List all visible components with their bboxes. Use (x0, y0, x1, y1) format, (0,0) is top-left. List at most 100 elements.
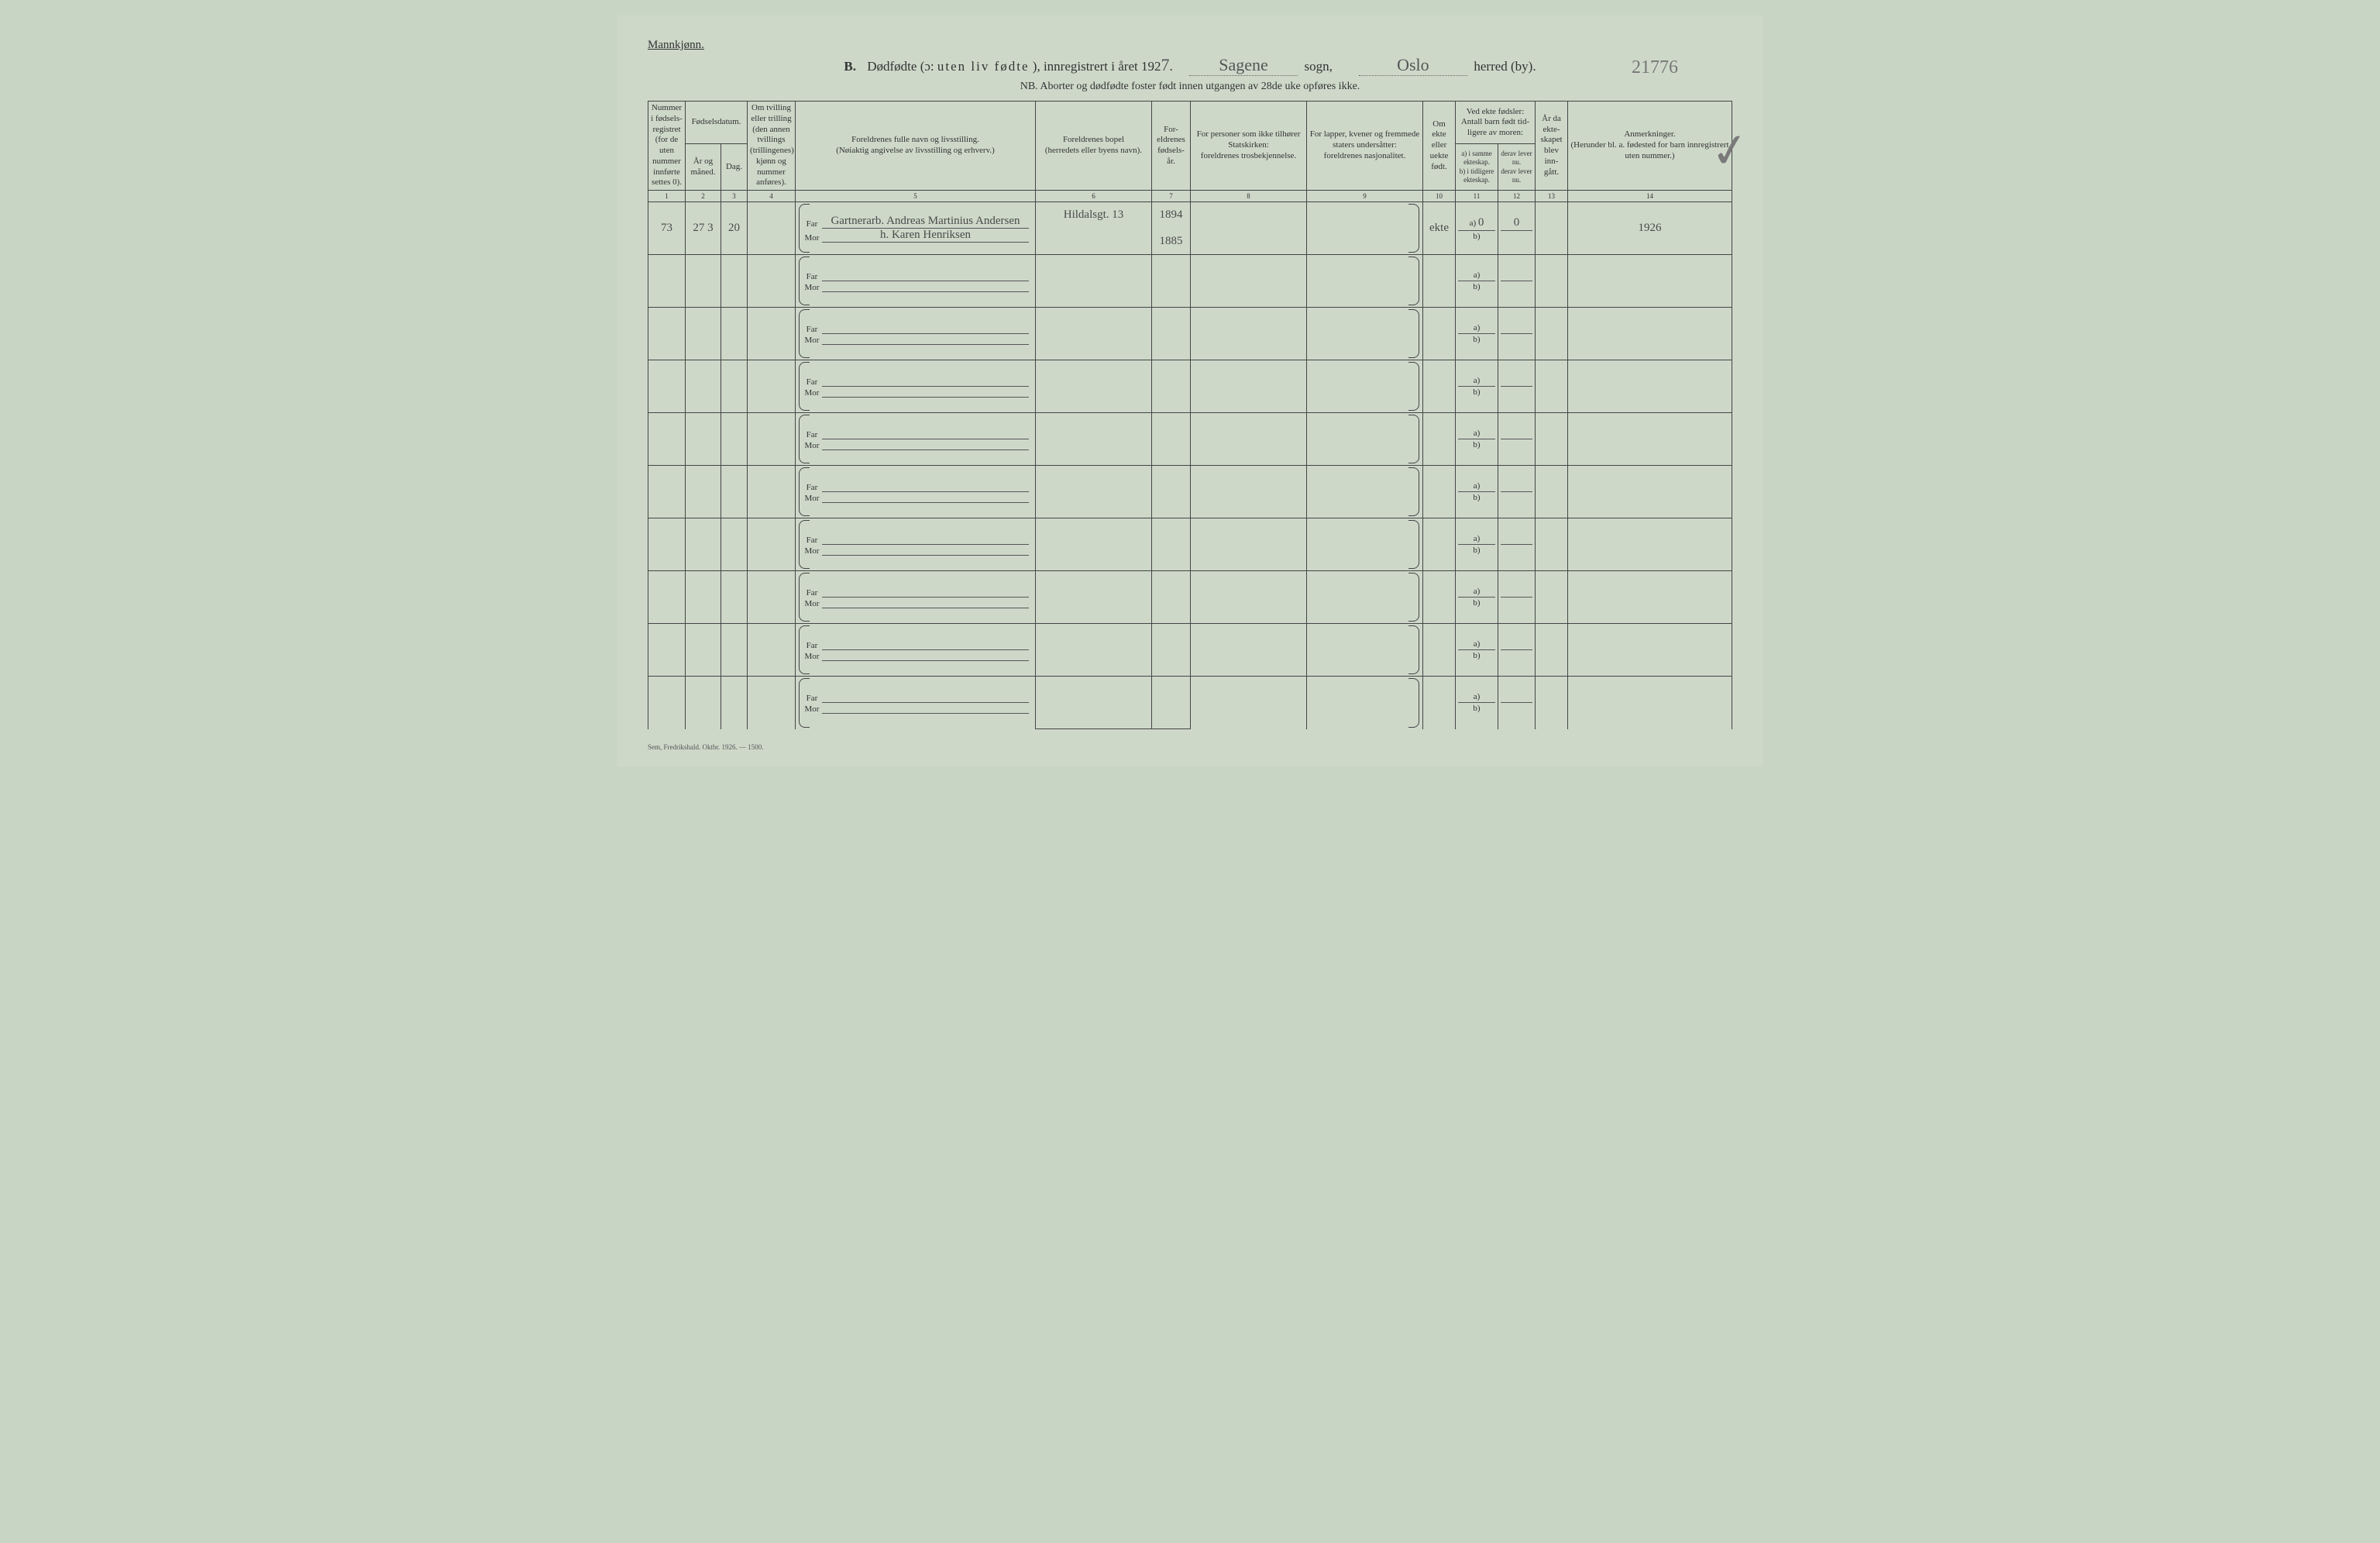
cell-year-month (686, 677, 721, 729)
cell-bopel-mor (1036, 545, 1152, 571)
table-row: FarMora) b) (648, 308, 1732, 334)
col-4-header: Om tvilling eller trilling (den annen tv… (748, 102, 796, 191)
col-7-header: For-eldrenes fødsels-år. (1152, 102, 1191, 191)
section-b: B. (844, 59, 856, 74)
cell-marriage-year (1536, 308, 1568, 360)
col-9-header: For lapper, kvener og fremmede staters u… (1307, 102, 1423, 191)
cell-religion (1191, 466, 1307, 518)
cell-birthyear-far (1152, 308, 1191, 334)
cell-day: 20 (721, 202, 748, 255)
cell-day (721, 360, 748, 413)
cell-number (648, 466, 686, 518)
cell-birthyear-mor (1152, 387, 1191, 413)
col-5-header: Foreldrenes fulle navn og livsstilling. … (796, 102, 1036, 191)
cell-bopel-far (1036, 624, 1152, 650)
cell-nationality (1307, 466, 1423, 518)
cell-ekte (1423, 466, 1456, 518)
cell-ekte (1423, 308, 1456, 360)
cell-derav (1498, 677, 1536, 729)
cell-prev-births: a) b) (1456, 624, 1498, 677)
cell-religion (1191, 255, 1307, 308)
cell-ekte (1423, 624, 1456, 677)
cell-birthyear-far (1152, 624, 1191, 650)
cell-bopel-far (1036, 571, 1152, 598)
cell-marriage-year (1536, 677, 1568, 729)
cell-remarks (1568, 571, 1732, 624)
title-spaced: uten liv fødte (937, 59, 1030, 74)
col-2-header: År og måned. (686, 144, 721, 191)
cell-parents: FarMor (796, 360, 1036, 413)
cell-birthyear-mor (1152, 545, 1191, 571)
cell-religion (1191, 518, 1307, 571)
cell-year-month (686, 624, 721, 677)
table-row: FarMora) b) (648, 518, 1732, 545)
cell-twin (748, 518, 796, 571)
cell-number: 73 (648, 202, 686, 255)
cell-day (721, 466, 748, 518)
cell-derav (1498, 571, 1536, 624)
cell-parents: FarMor (796, 308, 1036, 360)
cell-number (648, 624, 686, 677)
cell-parents: FarGartnerarb. Andreas Martinius Anderse… (796, 202, 1036, 255)
cell-remarks (1568, 308, 1732, 360)
cell-year-month (686, 360, 721, 413)
cell-religion (1191, 624, 1307, 677)
col-1-header: Nummer i fødsels-registret (for de uten … (648, 102, 686, 191)
year-digit-hand: 7 (1161, 55, 1169, 74)
cell-nationality (1307, 308, 1423, 360)
cell-nationality (1307, 255, 1423, 308)
column-number-row: 1 2 3 4 5 6 7 8 9 10 11 12 13 14 (648, 191, 1732, 202)
col-1112-group: Ved ekte fødsler: Antall barn født tid-l… (1456, 102, 1536, 144)
cell-year-month (686, 518, 721, 571)
register-page: Mannkjønn. B. Dødfødte (ɔ: uten liv født… (617, 15, 1763, 766)
cell-birthyear-far (1152, 360, 1191, 387)
cell-prev-births: a) 0b) (1456, 202, 1498, 255)
cell-marriage-year (1536, 466, 1568, 518)
cell-derav (1498, 466, 1536, 518)
cell-parents: FarMor (796, 677, 1036, 729)
cell-ekte (1423, 413, 1456, 466)
cell-bopel-mor (1036, 703, 1152, 729)
cell-birthyear-mor (1152, 650, 1191, 677)
colnum: 14 (1568, 191, 1732, 202)
table-row: FarMora) b) (648, 255, 1732, 281)
cell-derav (1498, 360, 1536, 413)
cell-derav (1498, 308, 1536, 360)
cell-day (721, 413, 748, 466)
cell-twin (748, 624, 796, 677)
sogn-label: sogn, (1304, 59, 1332, 74)
cell-birthyear-mor (1152, 439, 1191, 466)
cell-religion (1191, 413, 1307, 466)
title-line: B. Dødfødte (ɔ: uten liv fødte ), innreg… (648, 55, 1732, 76)
cell-number (648, 518, 686, 571)
cell-ekte (1423, 571, 1456, 624)
cell-day (721, 677, 748, 729)
cell-religion (1191, 677, 1307, 729)
cell-remarks (1568, 255, 1732, 308)
cell-derav (1498, 413, 1536, 466)
colnum: 2 (686, 191, 721, 202)
cell-parents: FarMor (796, 413, 1036, 466)
colnum: 10 (1423, 191, 1456, 202)
cell-birthyear-far (1152, 255, 1191, 281)
cell-day (721, 571, 748, 624)
cell-nationality (1307, 202, 1423, 255)
cell-birthyear-far (1152, 413, 1191, 439)
title-prefix: Dødfødte (ɔ: (867, 59, 934, 74)
cell-nationality (1307, 518, 1423, 571)
herred-label: herred (by). (1474, 59, 1536, 74)
col-11-header: a) i samme ekteskap. b) i tidligere ekte… (1456, 144, 1498, 191)
cell-marriage-year (1536, 202, 1568, 255)
cell-bopel-mor (1036, 598, 1152, 624)
cell-prev-births: a) b) (1456, 360, 1498, 413)
footer-imprint: Sem, Fredrikshald. Oktbr. 1926. — 1500. (648, 743, 1732, 751)
cell-marriage-year (1536, 624, 1568, 677)
colnum: 9 (1307, 191, 1423, 202)
cell-bopel-far: Hildalsgt. 13 (1036, 202, 1152, 229)
cell-marriage-year (1536, 571, 1568, 624)
cell-remarks (1568, 413, 1732, 466)
cell-bopel-mor (1036, 281, 1152, 308)
colnum: 8 (1191, 191, 1307, 202)
cell-year-month (686, 466, 721, 518)
cell-bopel-far (1036, 255, 1152, 281)
